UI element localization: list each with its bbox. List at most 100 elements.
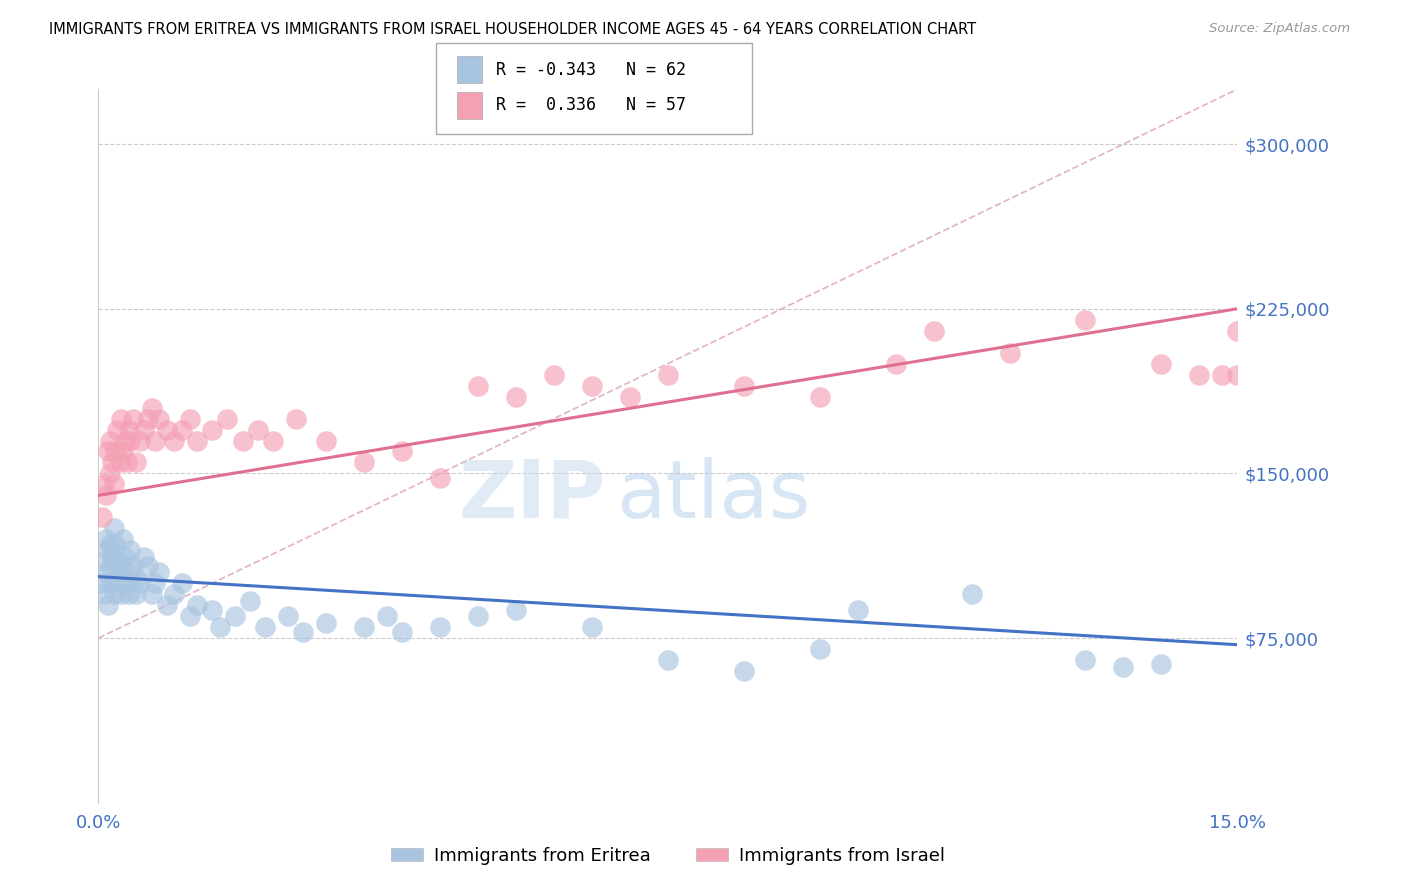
Point — [125, 587, 148, 601]
Point — [114, 549, 136, 564]
Point — [117, 455, 139, 469]
Point — [505, 390, 527, 404]
Point — [117, 576, 139, 591]
Point — [110, 558, 132, 573]
Point — [254, 620, 277, 634]
Point — [121, 558, 143, 573]
Point — [581, 620, 603, 634]
Point — [1074, 653, 1097, 667]
Point — [884, 357, 907, 371]
Legend: Immigrants from Eritrea, Immigrants from Israel: Immigrants from Eritrea, Immigrants from… — [384, 840, 952, 872]
Point — [1226, 368, 1249, 382]
Point — [110, 587, 132, 601]
Point — [353, 620, 375, 634]
Point — [657, 368, 679, 382]
Point — [120, 543, 142, 558]
Point — [170, 423, 193, 437]
Text: ZIP: ZIP — [458, 457, 605, 535]
Point — [129, 434, 152, 448]
Point — [145, 576, 167, 591]
Point — [239, 594, 262, 608]
Point — [98, 467, 121, 481]
Point — [179, 609, 201, 624]
Point — [808, 642, 831, 657]
Point — [733, 664, 755, 678]
Point — [232, 434, 254, 448]
Point — [375, 609, 398, 624]
Point — [107, 423, 129, 437]
Point — [808, 390, 831, 404]
Point — [657, 653, 679, 667]
Point — [136, 411, 159, 425]
Point — [104, 537, 127, 551]
Point — [1226, 324, 1249, 338]
Point — [163, 587, 186, 601]
Point — [1150, 357, 1173, 371]
Point — [846, 602, 869, 616]
Point — [429, 620, 451, 634]
Point — [129, 576, 152, 591]
Point — [467, 609, 489, 624]
Point — [1188, 368, 1211, 382]
Point — [132, 423, 155, 437]
Point — [111, 444, 134, 458]
Point — [170, 576, 193, 591]
Point — [148, 411, 170, 425]
Point — [543, 368, 565, 382]
Point — [186, 434, 208, 448]
Point — [391, 624, 413, 639]
Point — [201, 602, 224, 616]
Point — [998, 345, 1021, 359]
Point — [429, 471, 451, 485]
Point — [391, 444, 413, 458]
Point — [110, 411, 132, 425]
Point — [107, 554, 129, 568]
Point — [98, 576, 121, 591]
Point — [315, 615, 337, 630]
Point — [467, 378, 489, 392]
Point — [108, 455, 131, 469]
Point — [96, 444, 118, 458]
Point — [619, 390, 641, 404]
Point — [353, 455, 375, 469]
Point — [100, 558, 122, 573]
Point — [156, 423, 179, 437]
Point — [118, 566, 141, 580]
Point — [107, 576, 129, 591]
Point — [292, 624, 315, 639]
Point — [120, 434, 142, 448]
Point — [505, 602, 527, 616]
Point — [922, 324, 945, 338]
Point — [224, 609, 246, 624]
Point — [114, 434, 136, 448]
Point — [1074, 312, 1097, 326]
Point — [132, 549, 155, 564]
Point — [141, 587, 163, 601]
Point — [1211, 368, 1233, 382]
Point — [125, 455, 148, 469]
Point — [148, 566, 170, 580]
Point — [277, 609, 299, 624]
Point — [201, 423, 224, 437]
Point — [1150, 657, 1173, 672]
Point — [104, 444, 127, 458]
Point — [97, 598, 120, 612]
Point — [93, 477, 115, 491]
Point — [98, 537, 121, 551]
Point — [98, 434, 121, 448]
Point — [108, 566, 131, 580]
Point — [217, 411, 239, 425]
Point — [284, 411, 307, 425]
Point — [103, 521, 125, 535]
Point — [96, 543, 118, 558]
Point — [179, 411, 201, 425]
Point — [208, 620, 231, 634]
Text: IMMIGRANTS FROM ERITREA VS IMMIGRANTS FROM ISRAEL HOUSEHOLDER INCOME AGES 45 - 6: IMMIGRANTS FROM ERITREA VS IMMIGRANTS FR… — [49, 22, 976, 37]
Text: R =  0.336   N = 57: R = 0.336 N = 57 — [496, 96, 686, 114]
Point — [246, 423, 269, 437]
Point — [581, 378, 603, 392]
Point — [121, 411, 143, 425]
Point — [186, 598, 208, 612]
Point — [111, 533, 134, 547]
Point — [960, 587, 983, 601]
